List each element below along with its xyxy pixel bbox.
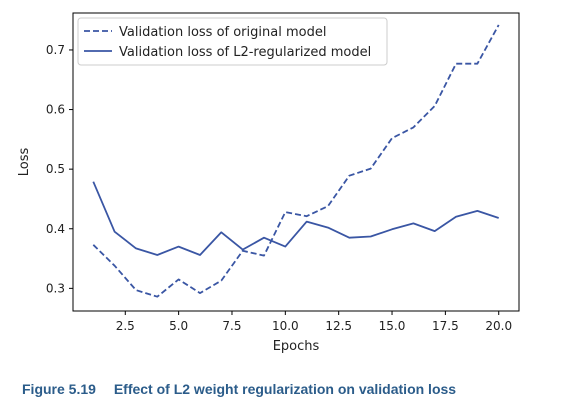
y-tick-label: 0.3	[46, 281, 65, 295]
x-tick-label: 7.5	[222, 319, 241, 333]
series-line-l2-regularized-model	[92, 181, 499, 256]
y-tick-label: 0.6	[46, 103, 65, 117]
x-tick-label: 2.5	[116, 319, 135, 333]
x-tick-label: 10.0	[272, 319, 299, 333]
x-tick-label: 20.0	[485, 319, 512, 333]
y-tick-label: 0.7	[46, 43, 65, 57]
x-axis-label: Epochs	[273, 339, 320, 354]
legend-label-l2-regularized-model: Validation loss of L2-regularized model	[119, 45, 371, 60]
x-tick-label: 17.5	[432, 319, 459, 333]
figure-number: Figure 5.19	[22, 381, 96, 397]
y-tick-label: 0.4	[46, 222, 65, 236]
legend-label-original-model: Validation loss of original model	[119, 25, 326, 40]
figure-caption-text: Effect of L2 weight regularization on va…	[113, 381, 457, 397]
plot-frame	[72, 12, 520, 312]
x-tick-label: 15.0	[379, 319, 406, 333]
axes: 2.5 5.0 7.5 10.0 12.5 15.0 17.5 20.0 0.3 0.4 0.5 0.…	[17, 12, 520, 354]
legend: Validation loss of original model Validat…	[77, 17, 388, 66]
plot-marks	[92, 24, 500, 298]
series-line-original-model	[92, 24, 500, 298]
y-tick-label: 0.5	[46, 162, 65, 176]
x-tick-label: 12.5	[325, 319, 352, 333]
x-tick-label: 5.0	[169, 319, 188, 333]
y-axis-label: Loss	[17, 148, 32, 177]
figure-caption: Figure 5.19 Effect of L2 weight regulari…	[22, 381, 456, 397]
legend-box	[77, 17, 388, 66]
